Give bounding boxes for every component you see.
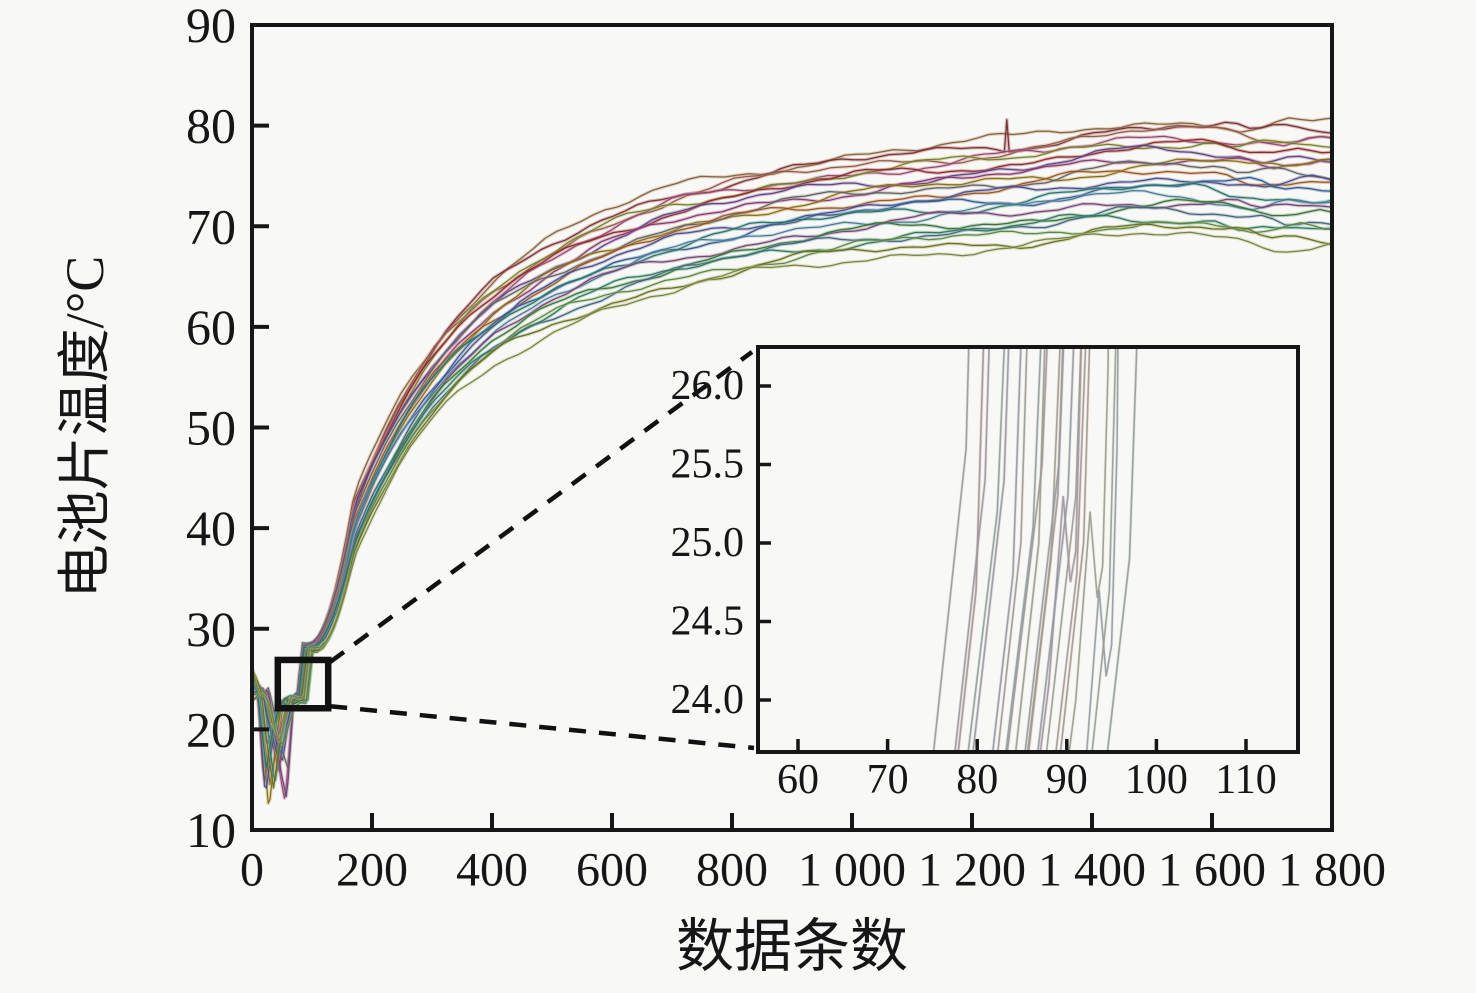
inset-y-tick-label: 24.5 [671, 599, 745, 645]
inset-series-group [932, 347, 1139, 752]
series-line-cell-14 [251, 182, 1333, 782]
main-x-tick-label: 1 600 [1158, 844, 1266, 897]
inset-series-line-cell-07 [972, 347, 1010, 752]
inset-series-line-cell-21 [1014, 347, 1046, 752]
main-x-tick-label: 1 000 [798, 844, 906, 897]
main-y-tick-label: 60 [186, 299, 236, 355]
inset-series-line-cell-01 [996, 347, 1028, 752]
main-x-tick-label: 800 [696, 844, 768, 897]
main-y-tick-label: 80 [186, 98, 236, 154]
inset-series-line-cell-06 [957, 347, 985, 752]
main-x-tick-label: 200 [336, 844, 408, 897]
inset-y-tick-label: 24.0 [671, 677, 745, 723]
main-y-tick-label: 90 [186, 0, 236, 53]
inset-series-line-cell-19 [967, 347, 1006, 752]
main-x-tick-label: 1 200 [918, 844, 1026, 897]
inset-series-line-cell-20 [1091, 347, 1117, 752]
main-x-tick-label: 400 [456, 844, 528, 897]
inset-series-line-cell-03 [1055, 347, 1087, 752]
inset-x-tick-label: 70 [867, 757, 909, 803]
inset-x-tick-label: 100 [1125, 757, 1188, 803]
inset-series-line-cell-12 [991, 347, 1022, 752]
main-x-tick-label: 1 800 [1278, 844, 1386, 897]
inset-border [756, 345, 1300, 754]
inset-x-tick-label: 60 [777, 757, 819, 803]
main-x-tick-label: 600 [576, 844, 648, 897]
series-line-cell-07 [251, 144, 1333, 761]
main-axes-group: 0 200 400 600 800 1 000 1 200 1 400 1 600 1 800 10… [186, 0, 1386, 897]
inset-series-line-cell-10 [932, 347, 970, 752]
series-line-cell-16 [251, 198, 1333, 798]
inset-series-line-cell-09 [1026, 347, 1061, 752]
inset-series-line-cell-18 [1024, 347, 1065, 752]
inset-series-line-cell-04 [1006, 347, 1048, 752]
inset-series-line-cell-22 [1045, 347, 1082, 752]
inset-x-tick-label: 90 [1046, 757, 1088, 803]
main-y-tick-label: 20 [186, 701, 236, 757]
main-x-tick-label: 1 400 [1038, 844, 1146, 897]
inset-background [758, 347, 1298, 752]
inset-x-tick-label: 80 [956, 757, 998, 803]
inset-series-line-cell-17 [1106, 347, 1138, 752]
inset-series-line-cell-11 [1059, 347, 1091, 752]
main-y-tick-label: 30 [186, 601, 236, 657]
inset-y-tick-label: 25.0 [671, 520, 745, 566]
inset-series-line-cell-14 [1005, 347, 1042, 752]
series-line-cell-20 [251, 221, 1333, 746]
inset-plot-group: 60 70 80 90 100 110 24.0 24.5 25.0 25.5 26.0 [671, 345, 1300, 803]
inset-y-tick-label: 25.5 [671, 442, 745, 488]
main-y-tick-label: 10 [186, 802, 236, 858]
series-line-cell-22 [251, 231, 1333, 742]
series-line-cell-19 [251, 213, 1333, 769]
inset-y-tick-label: 26.0 [671, 363, 745, 409]
zoom-connector-top [328, 350, 754, 664]
main-y-tick-label: 70 [186, 198, 236, 254]
inset-x-tick-label: 110 [1215, 757, 1276, 803]
inset-series-line-cell-16 [954, 347, 990, 752]
main-y-tick-label: 40 [186, 500, 236, 556]
main-x-tick-label: 0 [240, 844, 264, 897]
x-axis-title: 数据条数 [676, 914, 908, 979]
inset-series-line-cell-05 [1068, 347, 1110, 752]
inset-series-line-cell-02 [1027, 347, 1064, 752]
y-axis-title: 电池片温度/°C [55, 256, 115, 599]
zoom-region-annotation [274, 350, 755, 751]
inset-series-line-cell-13 [1036, 347, 1075, 752]
zoom-connector-bottom [329, 704, 755, 751]
inset-series-line-cell-15 [1085, 347, 1119, 752]
zoom-source-rect [274, 656, 332, 712]
series-line-cell-10 [251, 160, 1333, 769]
main-y-tick-label: 50 [186, 400, 236, 456]
